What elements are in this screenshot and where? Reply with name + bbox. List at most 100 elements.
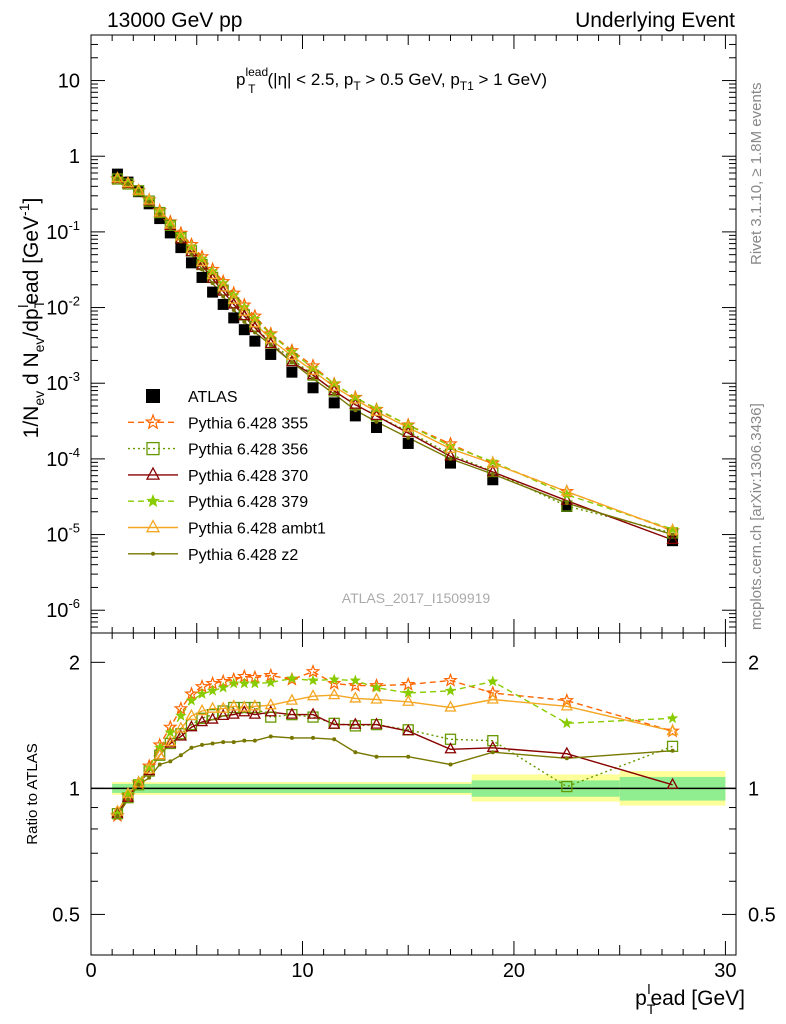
- data-point-379: [143, 194, 155, 206]
- ratio-point-356: [487, 735, 499, 747]
- data-point-ambt1: [227, 292, 240, 304]
- ratio-point-ambt1: [206, 701, 219, 713]
- ratio-point-z2: [332, 737, 337, 742]
- ratio-point-355: [559, 692, 575, 707]
- data-point-379: [185, 240, 198, 252]
- data-point-379: [402, 419, 414, 430]
- ratio-point-370: [560, 746, 573, 758]
- data-point-379: [164, 217, 176, 229]
- ratio-y-tick-label: 1: [69, 778, 80, 800]
- legend-item-379: Pythia 6.428 379: [128, 494, 308, 511]
- data-point-ATLAS: [402, 437, 414, 449]
- ratio-point-z2: [136, 782, 141, 787]
- data-point-z2: [157, 212, 162, 217]
- ratio-point-379: [185, 694, 198, 706]
- ratio-point-370: [328, 717, 341, 729]
- ratio-point-z2: [490, 750, 495, 755]
- legend-item-356: Pythia 6.428 356: [128, 442, 308, 459]
- ratio-point-370: [285, 707, 298, 719]
- data-point-z2: [242, 319, 247, 324]
- legend-label-379: Pythia 6.428 379: [188, 494, 308, 511]
- data-point-379: [444, 440, 457, 451]
- ratio-point-z2: [115, 813, 120, 818]
- data-point-ambt1: [121, 176, 135, 188]
- y-tick-label: 10-1: [46, 218, 80, 244]
- legend-item-ATLAS: ATLAS: [146, 389, 238, 406]
- ratio-point-379: [402, 687, 414, 698]
- legend-marker-370: [145, 466, 161, 480]
- main-y-tick-labels: 10-6 10-5 10-4 10-3 10-2 10-1 1 10: [46, 71, 80, 623]
- data-point-ambt1: [285, 348, 298, 361]
- ratio-point-379: [349, 674, 362, 686]
- data-point-z2: [189, 252, 194, 257]
- data-point-370: [666, 532, 679, 545]
- ratio-point-370: [402, 724, 415, 736]
- data-point-ambt1: [238, 304, 251, 316]
- data-point-ambt1: [560, 484, 573, 496]
- legend-marker-ambt1: [145, 519, 161, 533]
- data-point-379: [328, 377, 340, 389]
- ratio-point-379: [175, 709, 187, 721]
- legend-label-z2: Pythia 6.428 z2: [188, 547, 298, 564]
- data-point-ATLAS: [164, 227, 176, 239]
- data-point-z2: [178, 239, 183, 244]
- ratio-y-tick-label: 2: [69, 652, 80, 674]
- ratio-point-355: [347, 677, 363, 692]
- main-plot-panel: 10-6 10-5 10-4 10-3 10-2 10-1 1 10 plead T (|η| <…: [46, 34, 737, 955]
- ratio-point-ambt1: [195, 703, 209, 716]
- data-point-z2: [490, 472, 495, 477]
- ratio-point-z2: [268, 734, 273, 739]
- data-point-z2: [147, 199, 152, 204]
- ratio-point-370: [306, 707, 320, 719]
- legend-item-355: Pythia 6.428 355: [128, 413, 308, 432]
- data-point-ambt1: [217, 280, 230, 292]
- data-point-ambt1: [264, 332, 277, 344]
- main-plot-frame: [90, 34, 737, 634]
- data-point-ATLAS: [328, 397, 340, 409]
- ratio-plot-frame: [90, 632, 737, 956]
- x-tick-label: 20: [503, 960, 525, 982]
- rivet-version-label: Rivet 3.1.10, ≥ 1.8M events: [748, 83, 765, 266]
- ratio-series-markers: [110, 663, 680, 823]
- ratio-point-z2: [147, 775, 152, 780]
- ratio-point-370: [349, 717, 362, 729]
- ratio-point-379: [143, 761, 155, 773]
- ratio-point-355: [665, 723, 680, 738]
- data-point-ambt1: [306, 363, 320, 375]
- analysis-id-watermark: ATLAS_2017_I1509919: [342, 590, 491, 606]
- ratio-point-379: [228, 677, 240, 689]
- ratio-point-370: [444, 742, 457, 754]
- data-point-ambt1: [111, 171, 124, 183]
- ratio-point-z2: [670, 748, 675, 753]
- ratio-point-379: [265, 676, 277, 688]
- data-point-ATLAS: [286, 366, 298, 378]
- y-tick-label: 10-4: [46, 445, 80, 471]
- ratio-point-ambt1: [486, 692, 499, 704]
- main-series-markers: [110, 168, 680, 547]
- series-line-370: [117, 178, 673, 541]
- data-point-ATLAS: [207, 286, 219, 298]
- ratio-point-ambt1: [402, 694, 415, 706]
- legend-marker-ATLAS: [146, 389, 160, 403]
- ratio-point-ambt1: [174, 721, 187, 733]
- data-point-ambt1: [370, 404, 383, 416]
- data-point-z2: [289, 360, 294, 365]
- ratio-point-z2: [353, 750, 358, 755]
- data-point-z2: [311, 376, 316, 381]
- ratio-point-z2: [189, 745, 194, 750]
- main-y-axis-label: 1/Nev d Nev/dpTlead [GeV-1]: [15, 198, 47, 439]
- ratio-point-370: [164, 736, 177, 748]
- data-point-ATLAS: [265, 348, 277, 360]
- ratio-point-z2: [406, 754, 411, 759]
- ratio-point-ambt1: [306, 689, 320, 701]
- ratio-point-z2: [374, 754, 379, 759]
- data-point-z2: [374, 419, 379, 424]
- y-tick-label: 1: [69, 146, 80, 168]
- ratio-point-370: [195, 714, 209, 727]
- ratio-point-370: [185, 720, 198, 732]
- ratio-point-356: [561, 780, 573, 793]
- data-point-z2: [252, 330, 257, 335]
- legend-marker-356: [146, 441, 160, 456]
- data-point-z2: [126, 181, 131, 186]
